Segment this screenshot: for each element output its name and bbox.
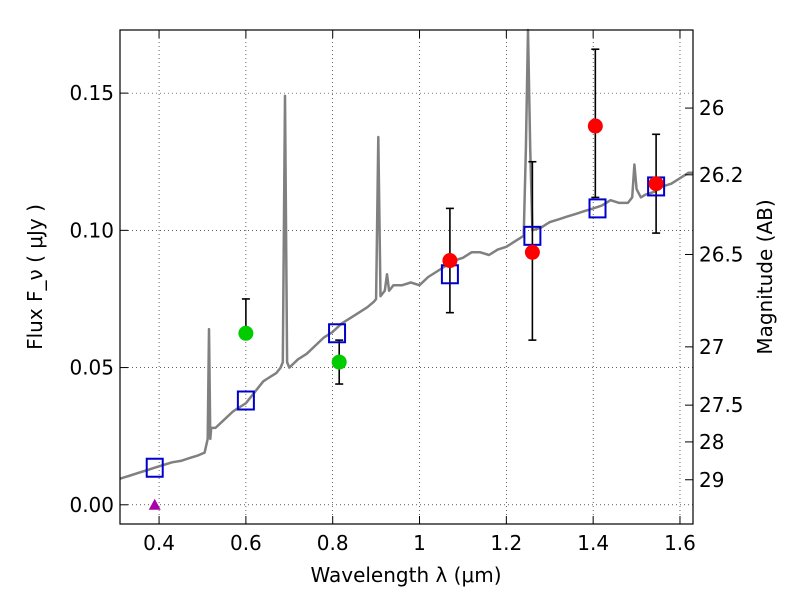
- model-photometry-point: [236, 390, 255, 411]
- y-axis-right-label: Magnitude (AB): [753, 199, 777, 354]
- magnitude-tick-label: 27: [699, 335, 724, 359]
- y-tick-label: 0.00: [69, 493, 114, 517]
- x-tick-label: 0.6: [230, 531, 262, 555]
- x-tick-label: 1.6: [664, 531, 696, 555]
- y-tick-label: 0.15: [69, 81, 114, 105]
- observed-point: [648, 176, 664, 192]
- x-tick-label: 1.2: [490, 531, 522, 555]
- observed-point: [238, 325, 254, 341]
- upper-limit-point: [148, 498, 161, 510]
- model-photometry-point: [328, 323, 347, 344]
- observed-point: [524, 244, 540, 260]
- magnitude-tick-label: 29: [699, 468, 724, 492]
- x-tick-label: 0.4: [143, 531, 175, 555]
- model-spectrum-line: [119, 28, 693, 480]
- x-tick-label: 1: [413, 531, 426, 555]
- model-photometry-point: [145, 457, 164, 478]
- magnitude-tick-label: 26: [699, 96, 724, 120]
- y-tick-label: 0.10: [69, 218, 114, 242]
- magnitude-tick-label: 26.5: [699, 242, 744, 266]
- x-tick-label: 0.8: [317, 531, 349, 555]
- plot-frame: [119, 29, 694, 525]
- series-layer: [119, 28, 693, 510]
- magnitude-tick-label: 27.5: [699, 393, 744, 417]
- x-axis-label: Wavelength λ (μm): [310, 563, 501, 587]
- observed-point: [442, 253, 458, 269]
- tick-layer: 0.4 0.6 0.8 1 1.2 1.4 1.6 0.00 0.05 0.10 0.15 26 26.…: [69, 30, 744, 555]
- y-tick-label: 0.05: [69, 356, 114, 380]
- magnitude-tick-label: 26.2: [699, 163, 744, 187]
- observed-point: [331, 354, 347, 370]
- x-tick-label: 1.4: [577, 531, 609, 555]
- y-axis-label: Flux F_ν ( μJy ): [23, 204, 47, 350]
- model-photometry-point: [588, 198, 607, 219]
- observed-point: [587, 118, 603, 134]
- magnitude-tick-label: 28: [699, 430, 724, 454]
